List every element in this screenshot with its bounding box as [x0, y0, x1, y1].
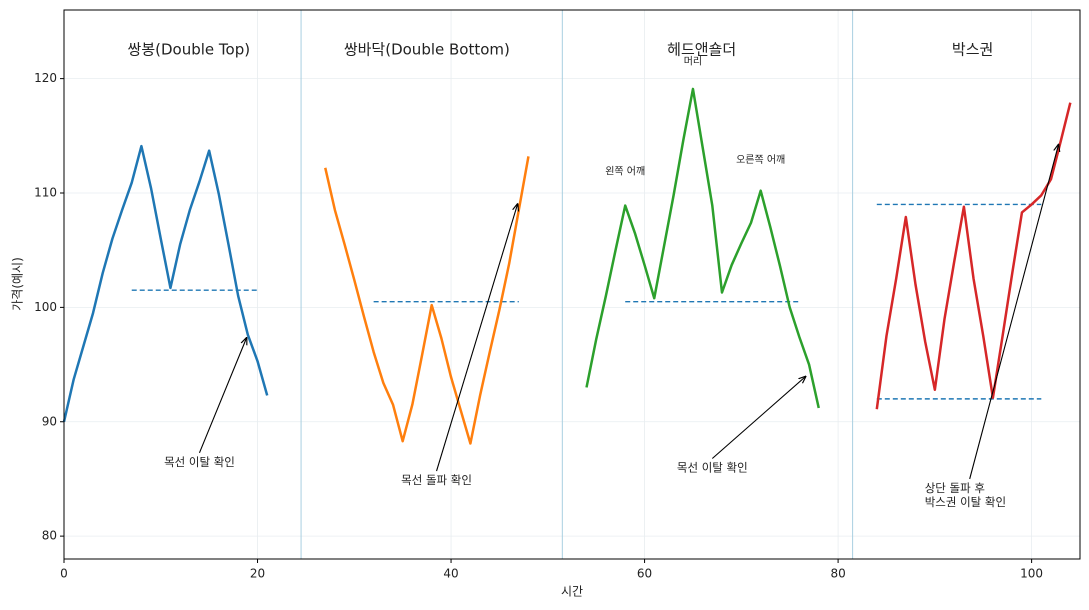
annotation-line: 목선 이탈 확인: [677, 460, 748, 474]
annotation-line: 박스권 이탈 확인: [925, 494, 1006, 508]
annotation-line: 상단 돌파 후: [925, 480, 985, 494]
price-line: [585, 87, 820, 409]
y-tick-label: 90: [42, 414, 57, 428]
y-tick-label: 80: [42, 529, 57, 543]
y-axis-label: 가격(예시): [11, 257, 25, 311]
price-line: [62, 144, 269, 423]
annotation: 목선 돌파 확인: [401, 473, 472, 487]
annotation: 목선 이탈 확인: [164, 454, 235, 468]
x-axis-label: 시간: [561, 585, 583, 599]
annotation-arrow: [969, 144, 1059, 480]
plot-frame: [63, 9, 1081, 560]
pattern-title: 쌍바닥(Double Bottom): [344, 41, 510, 59]
annotation: 목선 이탈 확인: [677, 460, 748, 474]
y-tick-label: 100: [34, 300, 57, 314]
annotation-line: 목선 돌파 확인: [401, 473, 472, 487]
pattern-label: 왼쪽 어깨: [605, 165, 645, 177]
x-tick-label: 80: [830, 567, 845, 581]
x-tick-label: 20: [250, 567, 265, 581]
x-tick-label: 40: [443, 567, 458, 581]
pattern-title: 쌍봉(Double Top): [128, 41, 251, 59]
price-line: [324, 156, 530, 445]
x-tick-label: 0: [60, 567, 68, 581]
pattern-label: 오른쪽 어깨: [736, 154, 785, 166]
y-tick-label: 120: [34, 71, 57, 85]
pattern-title: 헤드앤숄더: [667, 41, 736, 59]
pattern-label: 머리: [684, 55, 702, 67]
annotation: 상단 돌파 후 박스권 이탈 확인: [925, 480, 1006, 508]
y-tick-label: 110: [34, 186, 57, 200]
annotation-arrow: [436, 203, 518, 472]
price-line: [875, 102, 1072, 410]
annotation-arrow: [198, 337, 246, 453]
x-tick-label: 60: [637, 567, 652, 581]
x-tick-label: 100: [1020, 567, 1043, 581]
pattern-title: 박스권: [952, 41, 993, 59]
annotation-line: 목선 이탈 확인: [164, 454, 235, 468]
annotation-arrow: [711, 376, 806, 459]
